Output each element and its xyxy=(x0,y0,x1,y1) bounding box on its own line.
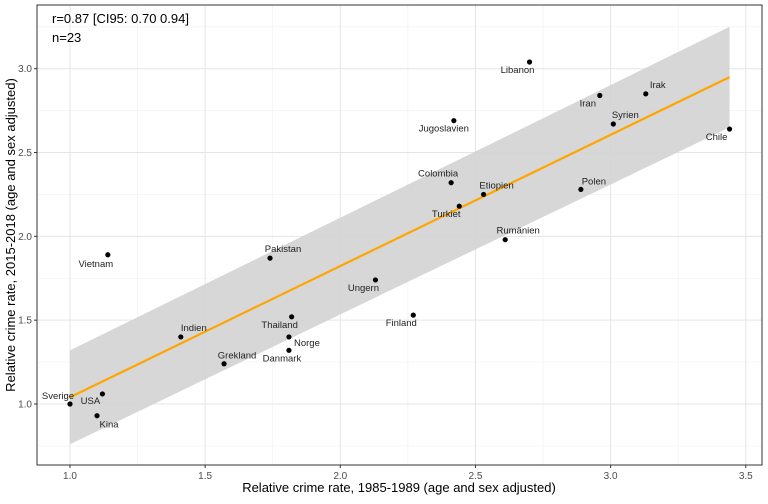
point-label: Thailand xyxy=(261,320,297,331)
data-point xyxy=(105,252,111,258)
data-point xyxy=(94,413,100,419)
data-point xyxy=(221,361,227,367)
data-point xyxy=(456,203,462,209)
point-label: Norge xyxy=(294,338,320,349)
x-tick-label: 2.5 xyxy=(469,471,483,482)
point-label: Ungern xyxy=(348,283,379,294)
x-axis-label: Relative crime rate, 1985-1989 (age and … xyxy=(242,480,556,495)
point-label: USA xyxy=(81,396,101,407)
point-label: Iran xyxy=(580,99,596,110)
y-axis-label: Relative crime rate, 2015-2018 (age and … xyxy=(3,78,18,392)
point-label: Etiopien xyxy=(479,180,513,191)
x-tick-label: 3.0 xyxy=(604,471,618,482)
x-tick-label: 1.5 xyxy=(198,471,212,482)
point-label: Sverige xyxy=(42,391,74,402)
data-point xyxy=(410,312,416,318)
point-label: Vietnam xyxy=(78,259,113,270)
point-label: Finland xyxy=(386,318,417,329)
fit-line xyxy=(69,76,731,399)
point-label: Colombia xyxy=(418,169,459,180)
data-point xyxy=(451,118,457,124)
x-tick-label: 1.0 xyxy=(63,471,77,482)
panel-border xyxy=(36,4,763,466)
points xyxy=(67,59,733,419)
data-point xyxy=(286,347,292,353)
data-point xyxy=(178,334,184,340)
annotation-n: n=23 xyxy=(52,30,81,45)
x-tick-label: 3.5 xyxy=(739,471,753,482)
axes: 1.0 1.5 2.0 2.5 3.0 3.5 1.0 1.5 2.0 2.5 3.0 xyxy=(18,64,753,482)
annotation-r: r=0.87 [CI95: 0.70 0.94] xyxy=(52,11,189,26)
point-label: Chile xyxy=(706,132,728,143)
confidence-band xyxy=(69,26,730,445)
data-point xyxy=(372,277,379,283)
data-point xyxy=(286,334,292,340)
point-label: Irak xyxy=(650,80,666,91)
point-label: Polen xyxy=(582,176,606,187)
confidence-band-area xyxy=(69,26,730,445)
regression-line xyxy=(69,76,731,399)
x-tick-label: 2.0 xyxy=(333,471,347,482)
point-label: Kina xyxy=(100,420,120,431)
y-tick-label: 2.0 xyxy=(18,232,32,243)
data-point xyxy=(67,401,73,407)
point-label: Danmark xyxy=(263,353,302,364)
y-tick-label: 2.5 xyxy=(18,148,32,159)
point-label: Syrien xyxy=(612,110,639,121)
y-tick-label: 1.0 xyxy=(18,399,32,410)
data-point xyxy=(480,191,487,198)
data-point xyxy=(610,121,616,127)
point-label: Jugoslavien xyxy=(419,124,469,135)
point-label: Turkiet xyxy=(432,209,461,220)
y-tick-label: 1.5 xyxy=(18,316,32,327)
data-point xyxy=(267,255,273,261)
point-label: Rumänien xyxy=(497,226,540,237)
data-point xyxy=(99,391,106,397)
data-point xyxy=(502,237,508,243)
data-point xyxy=(289,314,295,320)
data-point xyxy=(597,92,603,99)
point-label: Grekland xyxy=(218,351,257,362)
point-label: Libanon xyxy=(501,65,535,76)
point-labels: Sverige USA Kina Vietnam Indien Grekland Pakis… xyxy=(42,65,728,431)
data-point xyxy=(578,186,584,193)
data-point xyxy=(726,126,733,132)
data-point xyxy=(448,180,454,186)
y-tick-label: 3.0 xyxy=(18,64,32,75)
point-label: Pakistan xyxy=(265,244,301,255)
data-point xyxy=(643,91,649,97)
data-point xyxy=(526,59,533,65)
point-label: Indien xyxy=(181,323,207,334)
